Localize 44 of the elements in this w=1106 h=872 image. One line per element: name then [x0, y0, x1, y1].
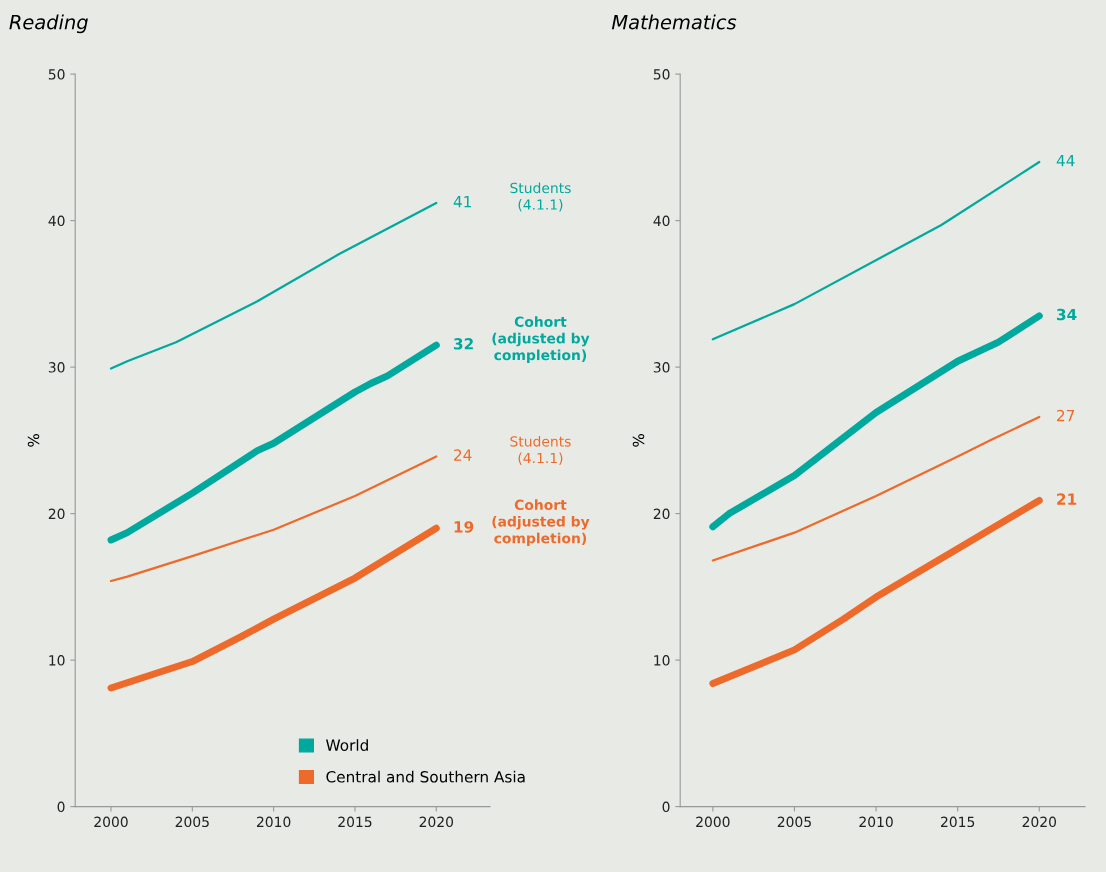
line-series — [711, 415, 1041, 562]
data-label: 21 — [1057, 493, 1077, 505]
line-series — [711, 160, 1041, 341]
x-tick-label: 2010 — [859, 816, 893, 828]
data-label: 34 — [1056, 308, 1077, 321]
y-tick-label: 50 — [653, 69, 670, 80]
text: Cohort (adjusted by completion) — [492, 316, 590, 363]
x-tick-label: 2020 — [419, 816, 454, 828]
y-tick-label: 10 — [654, 655, 670, 666]
x-tick-label: 2000 — [696, 816, 730, 828]
y-tick-label: 40 — [653, 215, 670, 227]
data-label: 32 — [453, 338, 473, 350]
data-label: 19 — [454, 521, 474, 533]
legend-label: Central and Southern Asia — [326, 770, 525, 783]
y-tick-label: 30 — [48, 362, 65, 373]
data-label: 24 — [454, 449, 472, 461]
chart-title: Reading — [9, 14, 88, 34]
y-tick-label: 20 — [48, 508, 65, 520]
text: Cohort (adjusted by completion) — [492, 499, 590, 547]
text: Students (4.1.1) — [510, 435, 571, 465]
y-tick-label: 50 — [48, 69, 65, 80]
y-tick-label: 10 — [49, 655, 65, 666]
y-tick-label: 20 — [653, 508, 670, 520]
x-tick-label: 2015 — [338, 816, 372, 828]
x-tick-label: 2015 — [941, 816, 975, 828]
y-axis-title: % — [27, 433, 40, 447]
data-label: 44 — [1056, 155, 1075, 167]
data-label: 27 — [1057, 409, 1075, 422]
y-tick-label: 30 — [653, 362, 670, 373]
x-tick-label: 2000 — [94, 816, 128, 828]
y-tick-label: 0 — [662, 801, 670, 813]
x-tick-label: 2005 — [175, 816, 209, 828]
y-axis-title: % — [632, 433, 645, 447]
x-tick-label: 2020 — [1022, 816, 1057, 828]
line-series — [109, 201, 438, 370]
line-series — [109, 455, 438, 583]
y-tick-label: 40 — [48, 215, 65, 227]
y-tick-label: 0 — [57, 801, 65, 813]
x-tick-label: 2010 — [256, 816, 291, 828]
text: Students (4.1.1) — [510, 182, 571, 212]
chart-title: Mathematics — [611, 14, 737, 30]
legend-label: World — [326, 739, 368, 751]
x-tick-label: 2005 — [777, 816, 811, 828]
data-label: 41 — [453, 196, 471, 208]
